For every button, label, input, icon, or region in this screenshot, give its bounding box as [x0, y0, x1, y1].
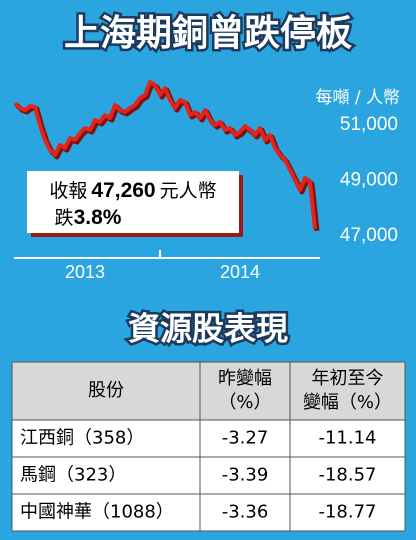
table-header: 變幅（%）	[303, 392, 392, 413]
annotation-close: 47,260	[91, 179, 155, 202]
table-cell: 馬鋼（323）	[20, 465, 126, 486]
table-body-bg	[12, 420, 405, 531]
table-title: 資源股表現	[128, 310, 288, 348]
annotation-box	[27, 171, 239, 233]
table-cell: -18.57	[318, 465, 376, 486]
table-cell: 中國神華（1088）	[20, 502, 174, 523]
annotation-text: 收報	[49, 180, 87, 202]
table-cell: -3.27	[222, 428, 269, 449]
table-header: 昨變幅	[218, 368, 272, 389]
line	[13, 80, 317, 230]
annotation-text: 元人幣	[160, 180, 217, 202]
plot: 51,000 49,000 47,000 2013 2014	[13, 80, 398, 282]
table-cell: -3.39	[222, 465, 269, 486]
annotation-text: 跌	[55, 207, 74, 229]
chart-title: 上海期銅曾跌停板	[64, 12, 352, 54]
table-header: 年初至今	[312, 368, 384, 389]
annotation-line: 跌3.8%	[55, 206, 122, 229]
table-cell: -11.14	[318, 428, 376, 449]
table-header: 股份	[88, 380, 124, 401]
y-tick-label: 47,000	[340, 225, 398, 246]
table-cell: 江西銅（358）	[20, 428, 144, 449]
x-tick-label: 2014	[220, 262, 260, 282]
y-tick-label: 51,000	[340, 114, 398, 135]
x-tick-label: 2013	[65, 262, 105, 282]
table-cell: -18.77	[318, 502, 376, 523]
unit-label: 每噸 / 人幣	[315, 88, 400, 108]
y-tick-label: 49,000	[340, 170, 398, 191]
table-header: （%）	[218, 392, 271, 413]
table-cell: -3.36	[222, 502, 269, 523]
annotation-line: 收報 47,260 元人幣	[49, 179, 216, 202]
annotation-change: 3.8%	[74, 206, 122, 229]
table-header-bg	[12, 362, 405, 420]
